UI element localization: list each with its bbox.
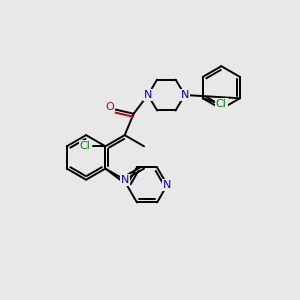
Text: N: N (121, 175, 129, 185)
Text: N: N (163, 180, 171, 190)
Text: N: N (181, 90, 189, 100)
Text: O: O (105, 102, 114, 112)
Text: N: N (144, 90, 152, 100)
Text: Cl: Cl (80, 141, 91, 151)
Text: Cl: Cl (216, 99, 227, 109)
